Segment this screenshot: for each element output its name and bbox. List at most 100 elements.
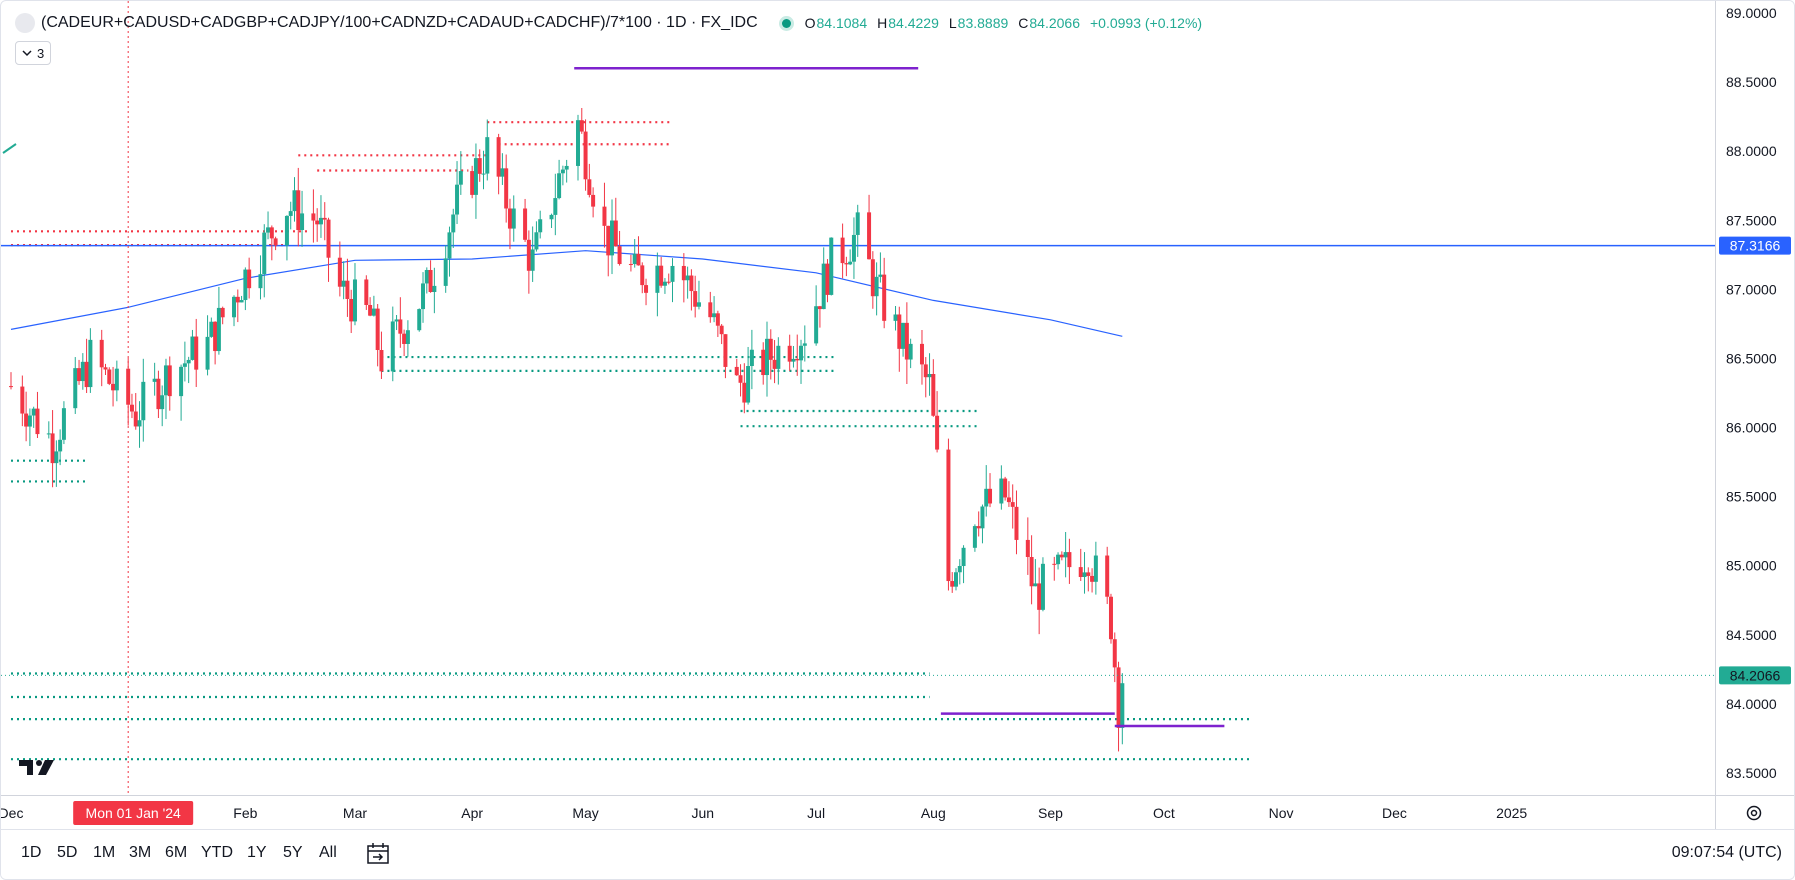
candle (776, 337, 781, 385)
time-axis[interactable]: Dec Feb Mar Apr May Jun Jul Aug Sep Oct Nov Dec 2025… (1, 795, 1715, 830)
candle-body (935, 415, 940, 450)
candles-layer (9, 107, 1125, 752)
candle-body (526, 239, 531, 271)
candle (787, 334, 792, 372)
candle (636, 236, 641, 266)
candle (99, 329, 104, 387)
timeframe-6m[interactable]: 6M (165, 844, 188, 861)
candle (946, 438, 951, 591)
candle (817, 305, 822, 328)
candle (893, 305, 898, 331)
change-value: +0.0993 (+0.12%) (1090, 15, 1203, 31)
candle (209, 317, 214, 338)
candle (300, 190, 305, 247)
candle (1120, 673, 1125, 745)
candle-body (390, 321, 395, 372)
candle-body (451, 214, 456, 233)
candle-body (814, 306, 819, 344)
candle-body (1025, 539, 1030, 558)
candle (133, 393, 138, 430)
candle (768, 329, 773, 380)
plot-area[interactable] (1, 1, 1715, 795)
candle-body (523, 208, 528, 240)
price-tick: 86.5000 (1726, 350, 1777, 366)
timeframe-1d[interactable]: 1D (21, 844, 42, 861)
candle-body (485, 137, 490, 174)
price-axis[interactable]: 89.0000 88.5000 88.0000 87.5000 87.0000 86.50… (1715, 1, 1795, 795)
candle-body (734, 366, 739, 376)
candle (428, 260, 433, 293)
candle (163, 358, 168, 420)
candle (840, 223, 845, 279)
candle (455, 161, 460, 225)
candle-body (1014, 506, 1019, 540)
candle-body (874, 276, 879, 297)
candle-body (988, 488, 993, 504)
date-range-calendar-icon[interactable] (365, 842, 391, 866)
candle (670, 258, 675, 303)
candle-body (557, 173, 562, 199)
candle (526, 230, 531, 294)
timeframe-all[interactable]: All (319, 844, 337, 861)
timeframe-1m[interactable]: 1M (93, 844, 116, 861)
candle-body (266, 227, 271, 233)
candle (1108, 593, 1113, 644)
candle-body (802, 343, 807, 346)
candle-body (247, 269, 252, 289)
candle-body (954, 572, 958, 587)
candle-body (530, 249, 535, 271)
price-tick: 84.0000 (1726, 696, 1777, 712)
candle-body (288, 211, 293, 216)
low-value: 83.8889 (957, 15, 1009, 31)
crosshair-date-label: Mon 01 Jan '24 (86, 805, 182, 821)
candle (644, 278, 649, 306)
candle (576, 114, 580, 181)
candle (655, 252, 660, 317)
candle-body (840, 237, 845, 264)
timeframe-1y[interactable]: 1Y (247, 844, 267, 861)
candle (77, 359, 82, 385)
candle-body (768, 338, 773, 360)
candle-body (345, 280, 350, 299)
candle (1093, 541, 1098, 595)
candle (523, 198, 528, 242)
candle (473, 143, 478, 219)
candle-body (296, 190, 301, 231)
candle (235, 289, 240, 323)
candle-body (591, 194, 596, 207)
timeframe-ytd[interactable]: YTD (201, 844, 233, 861)
candle-body (46, 433, 51, 435)
clock-utc[interactable]: 09:07:54 (UTC) (1671, 844, 1782, 861)
candle (239, 295, 244, 303)
hline-tag-label: 87.3166 (1730, 238, 1781, 254)
indicators-toggle[interactable]: 3 (15, 41, 52, 65)
candle (111, 366, 116, 407)
gear-icon[interactable] (1745, 804, 1763, 822)
timeframe-5y[interactable]: 5Y (283, 844, 303, 861)
candle-body (613, 220, 618, 247)
candle (179, 364, 184, 421)
candle (190, 329, 195, 361)
candle-body (209, 321, 214, 337)
candle (458, 151, 463, 195)
timeframe-5d[interactable]: 5D (57, 844, 78, 861)
candle-body (1063, 552, 1068, 558)
market-status-icon[interactable] (781, 18, 791, 28)
candle (927, 353, 932, 396)
candle (447, 226, 452, 277)
timeframe-3m[interactable]: 3M (129, 844, 152, 861)
indicators-count: 3 (37, 45, 45, 61)
candle (247, 257, 252, 299)
candle-body (103, 367, 108, 370)
tradingview-logo-icon[interactable] (19, 757, 57, 777)
symbol-title[interactable]: (CADEUR+CADUSD+CADGBP+CADJPY/100+CADNZD+… (41, 14, 758, 31)
candle (371, 295, 376, 317)
candle-body (587, 179, 592, 195)
candle (103, 363, 108, 376)
candle-body (749, 349, 754, 367)
candle-body (107, 369, 112, 384)
candle (80, 353, 85, 390)
open-label: O (804, 15, 816, 31)
candle (24, 391, 29, 442)
candle (1086, 567, 1091, 592)
